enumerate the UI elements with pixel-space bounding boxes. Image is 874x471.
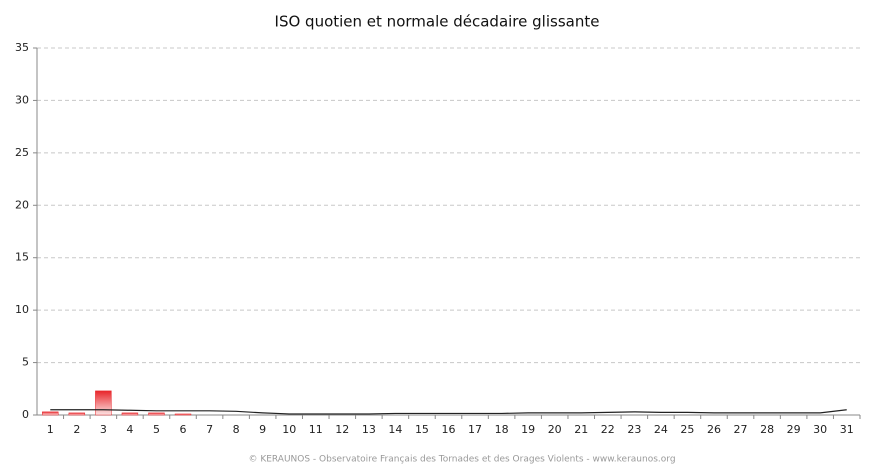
bar (174, 413, 192, 416)
x-tick-label: 6 (180, 423, 187, 436)
x-tick-label: 7 (206, 423, 213, 436)
x-tick-label: 28 (760, 423, 774, 436)
line (50, 409, 847, 415)
x-tick-label: 15 (415, 423, 429, 436)
x-tick-label: 22 (601, 423, 615, 436)
source: © KERAUNOS - Observatoire Français des T… (248, 455, 675, 465)
chart-title: ISO quotien et normale décadaire glissan… (275, 13, 600, 31)
x-tick-label: 14 (388, 423, 402, 436)
x-tick-label: 25 (680, 423, 694, 436)
bar (148, 412, 165, 416)
x-tick-label: 11 (309, 423, 323, 436)
y-tick-label: 5 (22, 356, 29, 369)
x-tick-label: 2 (73, 423, 80, 436)
x-tick-label: 9 (259, 423, 266, 436)
y-tick-label: 25 (15, 146, 29, 159)
x-tick-label: 8 (233, 423, 240, 436)
y-tick-label: 0 (22, 408, 29, 421)
x-tick-label: 16 (442, 423, 456, 436)
x-tick-label: 3 (100, 423, 107, 436)
y-tick-label: 10 (15, 303, 29, 316)
x-tick-label: 29 (787, 423, 801, 436)
bar (68, 412, 86, 416)
x-tick-label: 5 (153, 423, 160, 436)
x-tick-label: 30 (813, 423, 827, 436)
bar (42, 411, 59, 416)
x-tick-label: 21 (574, 423, 588, 436)
x-tick-label: 12 (335, 423, 349, 436)
x-tick-label: 4 (126, 423, 133, 436)
x-tick-label: 10 (282, 423, 296, 436)
bar (95, 390, 112, 416)
x-tick-label: 17 (468, 423, 482, 436)
x-tick-label: 20 (548, 423, 562, 436)
y-tick-label: 20 (15, 198, 29, 211)
y-tick-label: 15 (15, 251, 29, 264)
x-tick-label: 18 (495, 423, 509, 436)
x-tick-label: 1 (47, 423, 54, 436)
x-tick-label: 19 (521, 423, 535, 436)
bar (121, 412, 139, 416)
x-tick-label: 31 (840, 423, 854, 436)
y-tick-label: 35 (15, 41, 29, 54)
x-tick-label: 27 (734, 423, 748, 436)
x-tick-label: 23 (627, 423, 641, 436)
x-tick-label: 13 (362, 423, 376, 436)
y-tick-label: 30 (15, 93, 29, 106)
x-tick-label: 26 (707, 423, 721, 436)
x-tick-label: 24 (654, 423, 668, 436)
